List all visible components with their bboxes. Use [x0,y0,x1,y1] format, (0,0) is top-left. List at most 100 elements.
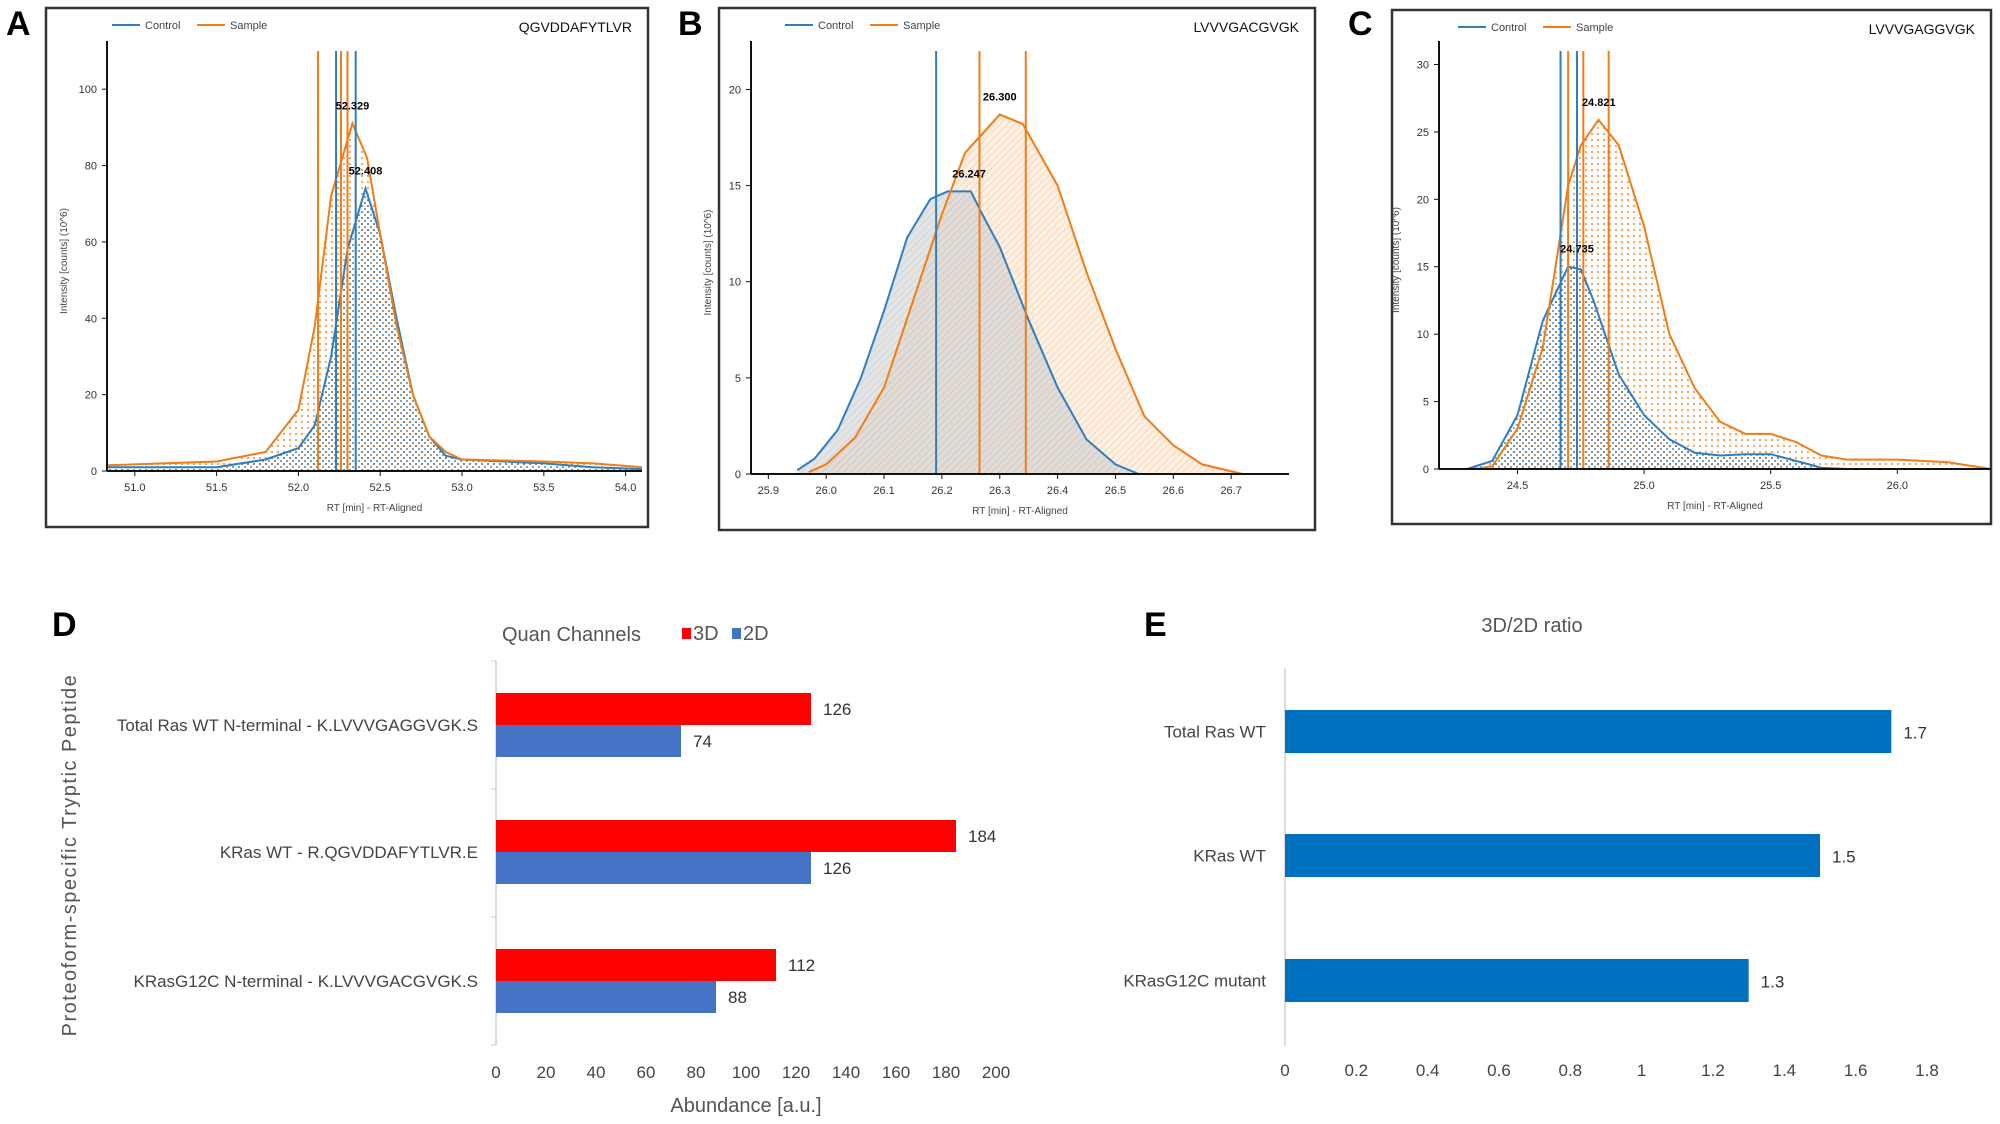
x-tick-label: 25.0 [1633,480,1654,492]
area-control [1466,266,1847,469]
y-tick-label: 20 [729,84,741,96]
y-tick-label: 100 [79,84,97,96]
x-tick-label: 0.6 [1487,1061,1511,1080]
data-label: 1.3 [1761,973,1785,992]
line-sample [1474,118,1992,470]
category-label: KRas WT - R.QGVDDAFYTLVR.E [220,843,478,862]
data-label: 126 [823,700,851,719]
x-tick-label: 26.0 [1887,480,1908,492]
legend-swatch-2d [732,628,741,639]
legend-label-control: Control [1491,22,1526,34]
category-label: Total Ras WT [1164,723,1266,742]
peak-label: 24.735 [1560,244,1594,256]
y-tick-label: 20 [1417,194,1429,206]
bar-3d [496,693,811,725]
x-tick-label: 200 [982,1063,1010,1082]
x-tick-label: 51.0 [124,482,145,494]
x-tick-label: 60 [637,1063,656,1082]
x-tick-label: 0 [1280,1061,1289,1080]
y-tick-label: 0 [735,469,741,481]
y-tick-label: 10 [1417,329,1429,341]
panel-label-b: B [678,5,703,43]
category-label: KRasG12C mutant [1123,972,1266,991]
y-axis-title: Intensity [counts] (10^6) [59,208,70,314]
x-tick-label: 0 [491,1063,500,1082]
x-tick-label: 1.4 [1773,1061,1797,1080]
x-tick-label: 120 [782,1063,810,1082]
bar-ratio [1285,710,1892,753]
line-sample [106,120,643,469]
chromatogram-c: Control Sample LVVVGAGGVGK 24.821 24.735 0 5 10… [1390,8,1993,526]
x-tick-label: 52.0 [288,482,309,494]
x-tick-label: 180 [932,1063,960,1082]
x-axis-title: RT [min] - RT-Aligned [972,506,1068,517]
category-label: Total Ras WT N-terminal - K.LVVVGAGGVGK.… [117,716,478,735]
x-tick-label: 26.1 [873,485,894,497]
data-label: 88 [728,988,747,1007]
x-tick-label: 26.7 [1220,485,1241,497]
bar-3d [496,820,956,852]
x-tick-label: 1.6 [1844,1061,1868,1080]
line-sample [808,113,1243,475]
x-axis-title: Abundance [a.u.] [670,1095,821,1117]
x-tick-label: 1 [1637,1061,1646,1080]
data-label: 1.5 [1832,848,1856,867]
legend-swatch-3d [682,628,691,639]
x-tick-label: 52.5 [370,482,391,494]
y-tick-label: 80 [85,161,97,173]
x-tick-label: 24.5 [1507,480,1528,492]
ratio-bar-chart: 3D/2D ratio Total Ras WT 1.7 KRas WT 1.5 KRas… [1123,615,1939,1080]
x-tick-label: 40 [587,1063,606,1082]
y-axis-title: Intensity [counts] (10^6) [703,210,714,316]
line-control [796,190,1139,475]
peak-label: 26.300 [983,91,1017,103]
area-control [107,188,642,471]
legend-label-sample: Sample [903,20,940,32]
abundance-bar-chart: Quan Channels 3D 2D Total Ras WT N-terminal… [59,623,1010,1117]
legend-label-2d: 2D [743,623,769,645]
category-label: KRasG12C N-terminal - K.LVVVGACGVGK.S [133,972,478,991]
x-tick-label: 1.2 [1701,1061,1725,1080]
area-control [797,191,1139,474]
y-tick-label: 15 [729,181,741,193]
panel-label-e: E [1144,606,1167,644]
y-tick-label: 20 [85,390,97,402]
bar-ratio [1285,959,1749,1002]
peak-label: 52.408 [349,165,383,177]
x-tick-label: 1.8 [1915,1061,1939,1080]
x-tick-label: 26.0 [815,485,836,497]
y-axis-title: Proteoform-specific Tryptic Peptide [59,674,81,1037]
y-tick-label: 5 [1423,397,1429,409]
x-tick-label: 20 [537,1063,556,1082]
data-label: 112 [788,956,815,975]
peptide-label: LVVVGACGVGK [1193,19,1299,35]
bar-3d [496,949,776,981]
x-tick-label: 26.3 [989,485,1010,497]
y-tick-label: 25 [1417,127,1429,139]
x-tick-label: 51.5 [206,482,227,494]
x-tick-label: 26.6 [1163,485,1184,497]
peak-label: 26.247 [952,168,986,180]
x-tick-label: 26.4 [1047,485,1068,497]
x-tick-label: 53.0 [451,482,472,494]
bar-2d [496,725,681,757]
y-tick-label: 15 [1417,262,1429,274]
legend-label-sample: Sample [230,20,267,32]
x-axis-title: RT [min] - RT-Aligned [327,503,423,514]
data-label: 126 [823,859,851,878]
chart-title: Quan Channels [502,624,641,646]
panel-label-c: C [1348,5,1373,43]
legend-label-control: Control [145,20,180,32]
x-tick-label: 140 [832,1063,860,1082]
x-tick-label: 80 [687,1063,706,1082]
x-tick-label: 54.0 [615,482,636,494]
bar-ratio [1285,834,1820,877]
y-tick-label: 60 [85,237,97,249]
x-tick-label: 0.2 [1345,1061,1369,1080]
panel-label-a: A [6,5,31,43]
data-label: 184 [968,827,996,846]
x-tick-label: 53.5 [533,482,554,494]
y-axis-title: Intensity [counts] (10^6) [1391,207,1402,313]
bar-2d [496,981,716,1013]
legend-label-sample: Sample [1576,22,1613,34]
